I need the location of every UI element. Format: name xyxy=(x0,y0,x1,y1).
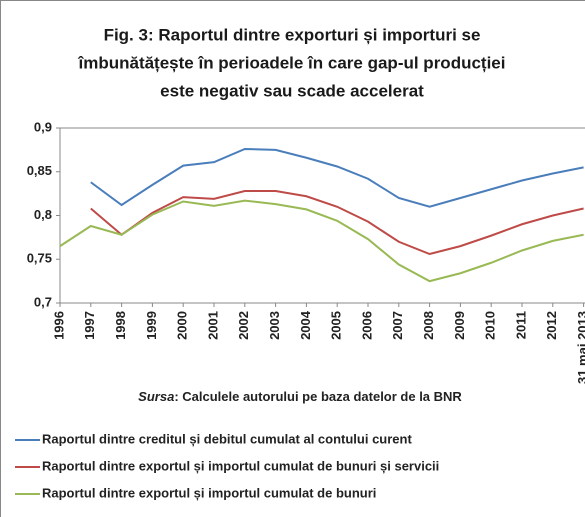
y-tick-label: 0,9 xyxy=(34,119,52,134)
series-line xyxy=(90,147,584,208)
y-tick-label: 0,75 xyxy=(27,251,52,266)
chart-title: Fig. 3: Raportul dintre exporturi și imp… xyxy=(104,25,481,44)
legend-label: Raportul dintre creditul și debitul cumu… xyxy=(42,431,412,446)
x-tick-label: 2011 xyxy=(513,311,528,339)
x-tick-label: 2008 xyxy=(421,311,436,340)
x-tick-label: 2002 xyxy=(236,311,251,340)
legend-label: Raportul dintre exportul și importul cum… xyxy=(42,485,376,500)
source-note: Sursa: Calculele autorului pe baza datel… xyxy=(138,389,462,404)
x-tick-label: 1999 xyxy=(144,311,159,340)
x-tick-label: 2003 xyxy=(267,311,282,340)
x-tick-label: 2005 xyxy=(329,311,344,340)
x-tick-label: 2009 xyxy=(452,311,467,340)
chart-title: este negativ sau scade accelerat xyxy=(160,81,424,100)
source-text: : Calculele autorului pe baza datelor de… xyxy=(174,389,462,404)
x-tick-label: 2010 xyxy=(483,311,498,340)
y-tick-label: 0,8 xyxy=(34,207,52,222)
x-tick-label: 31 mai 2013 xyxy=(575,311,585,384)
x-tick-label: 1996 xyxy=(51,311,66,340)
chart-title: îmbunătățește în perioadele în care gap-… xyxy=(78,53,506,72)
x-tick-label: 2001 xyxy=(205,311,220,340)
source-label: Sursa xyxy=(138,389,174,404)
legend-label: Raportul dintre exportul și importul cum… xyxy=(42,458,439,473)
x-tick-label: 1997 xyxy=(82,311,97,340)
x-tick-label: 1998 xyxy=(113,311,128,340)
x-tick-label: 2007 xyxy=(390,311,405,340)
series-line xyxy=(59,199,584,283)
x-tick-label: 2000 xyxy=(175,311,190,340)
x-tick-label: 2012 xyxy=(544,311,559,340)
y-tick-label: 0,85 xyxy=(27,163,52,178)
x-tick-label: 2004 xyxy=(298,310,313,340)
y-tick-label: 0,7 xyxy=(34,294,52,309)
x-tick-label: 2006 xyxy=(359,311,374,340)
series-line xyxy=(90,190,584,256)
